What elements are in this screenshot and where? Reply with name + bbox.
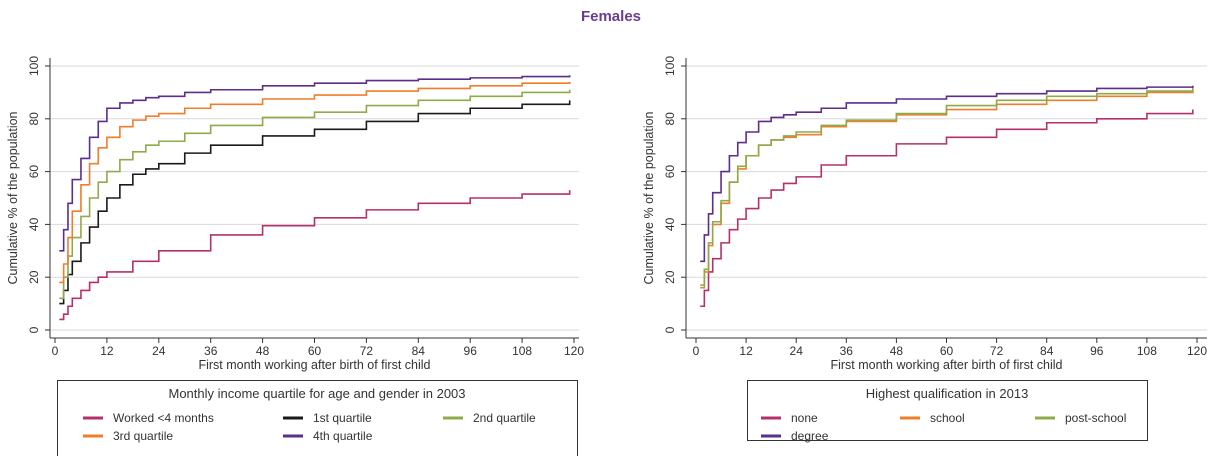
- x-tick-label: 96: [1090, 344, 1104, 358]
- x-tick-label: 48: [256, 344, 270, 358]
- x-tick-label: 36: [840, 344, 854, 358]
- y-tick-label: 40: [27, 217, 41, 231]
- x-tick-label: 96: [464, 344, 478, 358]
- y-tick-label: 0: [663, 326, 677, 333]
- y-tick-label: 0: [27, 326, 41, 333]
- y-tick-label: 20: [27, 270, 41, 284]
- x-tick-label: 84: [1040, 344, 1054, 358]
- x-tick-label: 60: [940, 344, 954, 358]
- y-tick-label: 20: [663, 270, 677, 284]
- legend-box: [747, 380, 1148, 441]
- legend-label: 4th quartile: [313, 429, 373, 443]
- legend-title: Monthly income quartile for age and gend…: [168, 386, 465, 401]
- legend-label: degree: [791, 429, 829, 443]
- series-line-3rd-quartile: [59, 81, 571, 284]
- x-tick-label: 120: [564, 344, 584, 358]
- y-tick-label: 80: [27, 112, 41, 126]
- chart-income-quartile: 0 20 40 60 80 100 0 12 24 36 48 60 72 84 96 108 120 First…: [6, 56, 584, 456]
- series-line-worked-4-months: [59, 190, 571, 321]
- x-tick-label: 48: [890, 344, 904, 358]
- y-tick-label: 100: [663, 56, 677, 76]
- legend-label: Worked <4 months: [113, 411, 214, 425]
- y-axis-title: Cumulative % of the population: [642, 111, 656, 284]
- x-tick-label: 84: [412, 344, 426, 358]
- x-tick-label: 60: [308, 344, 322, 358]
- x-tick-label: 24: [152, 344, 166, 358]
- x-tick-label: 0: [52, 344, 59, 358]
- x-axis-title: First month working after birth of first…: [198, 358, 430, 372]
- y-tick-label: 80: [663, 112, 677, 126]
- y-axis-title: Cumulative % of the population: [6, 111, 20, 284]
- legend-label: 2nd quartile: [473, 411, 536, 425]
- series-line-2nd-quartile: [59, 89, 571, 300]
- legend-label: post-school: [1065, 411, 1126, 425]
- x-tick-label: 36: [204, 344, 218, 358]
- x-tick-label: 12: [100, 344, 114, 358]
- legend-label: none: [791, 411, 818, 425]
- legend-label: school: [930, 411, 965, 425]
- x-tick-label: 0: [693, 344, 700, 358]
- series-line-4th-quartile: [59, 75, 571, 252]
- x-tick-label: 72: [990, 344, 1004, 358]
- chart-qualification: 0 20 40 60 80 100 0 12 24 36 48 60 72 84 96 108 120 First…: [642, 56, 1207, 443]
- y-tick-label: 40: [663, 217, 677, 231]
- x-tick-label: 108: [512, 344, 532, 358]
- y-tick-label: 60: [27, 165, 41, 179]
- x-tick-label: 12: [739, 344, 753, 358]
- legend-box: [57, 380, 578, 456]
- page-title: Females: [580, 8, 642, 25]
- series-line-degree: [700, 85, 1194, 263]
- legend-title: Highest qualification in 2013: [866, 386, 1029, 401]
- series-line-1st-quartile: [59, 100, 571, 305]
- y-tick-label: 60: [663, 165, 677, 179]
- x-tick-label: 72: [360, 344, 374, 358]
- x-tick-label: 24: [790, 344, 804, 358]
- legend-label: 1st quartile: [313, 411, 372, 425]
- x-tick-label: 120: [1187, 344, 1207, 358]
- legend-label: 3rd quartile: [113, 429, 173, 443]
- series-line-post-school: [700, 87, 1194, 289]
- y-tick-label: 100: [27, 56, 41, 76]
- x-axis-title: First month working after birth of first…: [830, 358, 1062, 372]
- series-line-none: [700, 109, 1194, 308]
- x-tick-label: 108: [1137, 344, 1157, 358]
